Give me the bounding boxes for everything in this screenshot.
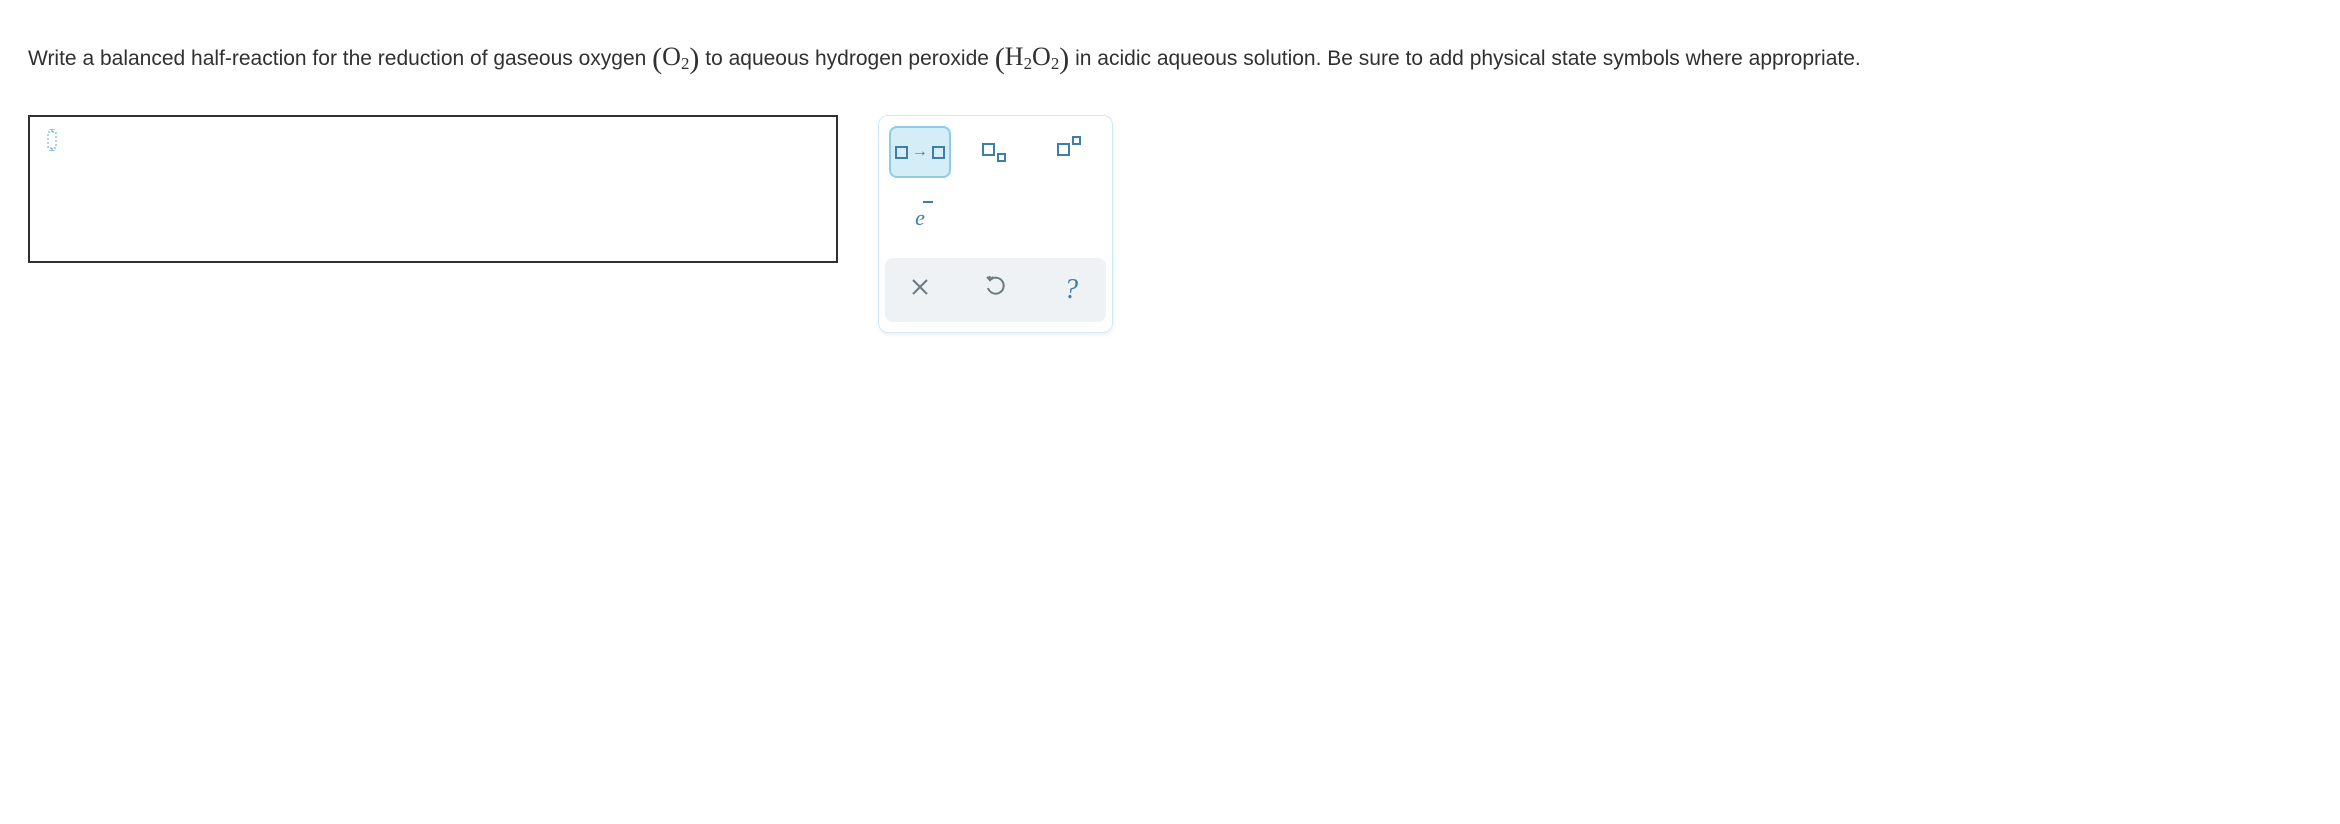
equation-toolbox: → e — [878, 115, 1113, 333]
toolbox-action-row: ? — [885, 258, 1106, 322]
help-icon: ? — [1064, 274, 1078, 306]
undo-icon — [985, 276, 1007, 305]
electron-icon: e — [915, 205, 925, 231]
subscript-button[interactable] — [965, 126, 1027, 178]
formula-o2: (O2) — [652, 42, 699, 71]
equation-cursor-icon — [44, 129, 60, 151]
clear-button[interactable] — [889, 264, 951, 316]
question-part1: Write a balanced half-reaction for the r… — [28, 47, 652, 70]
work-area: → e — [28, 115, 2312, 333]
clear-icon — [910, 276, 930, 304]
toolbox-row-1: → — [889, 126, 1102, 178]
yields-arrow-button[interactable]: → — [889, 126, 951, 178]
question-part2: to aqueous hydrogen peroxide — [705, 47, 995, 70]
toolbox-row-2: e — [889, 192, 1102, 244]
subscript-icon — [982, 139, 1010, 165]
equation-input[interactable] — [28, 115, 838, 263]
yields-arrow-icon: → — [895, 143, 945, 161]
formula-h2o2: (H2O2) — [995, 42, 1069, 71]
superscript-button[interactable] — [1040, 126, 1102, 178]
help-button[interactable]: ? — [1040, 264, 1102, 316]
undo-button[interactable] — [965, 264, 1027, 316]
question-part3: in acidic aqueous solution. Be sure to a… — [1075, 47, 1861, 70]
question-text: Write a balanced half-reaction for the r… — [28, 30, 2312, 87]
superscript-icon — [1057, 139, 1085, 165]
electron-button[interactable]: e — [889, 192, 951, 244]
